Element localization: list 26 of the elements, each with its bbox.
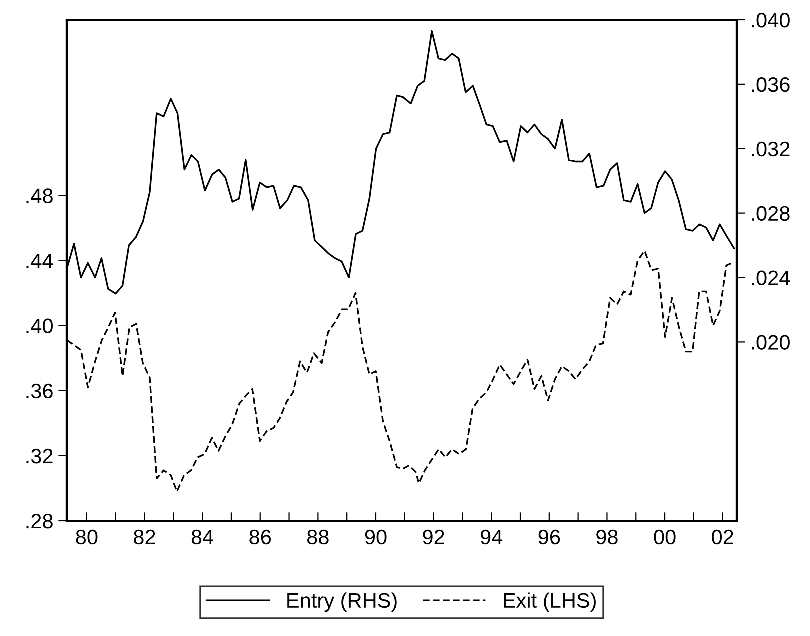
- x-tick-label: 82: [134, 530, 156, 545]
- x-tick-label: 80: [76, 530, 98, 545]
- y2-tick-label: .036: [752, 77, 790, 92]
- legend-label: Exit (LHS): [504, 592, 596, 612]
- x-tick-label: 90: [365, 530, 387, 545]
- y2-tick-label: .020: [752, 335, 790, 350]
- x-tick-label: 98: [596, 530, 618, 545]
- y-tick-label: .44: [26, 254, 54, 268]
- x-tick-label: 94: [480, 530, 503, 545]
- y-tick-label: .32: [26, 448, 53, 464]
- y2-tick-label: .032: [752, 142, 790, 157]
- x-tick-label: 88: [307, 530, 329, 545]
- x-tick-label: 86: [250, 530, 272, 545]
- x-tick-label: 02: [712, 530, 734, 545]
- x-tick-label: 00: [654, 530, 676, 545]
- y2-tick-label: .024: [752, 270, 790, 286]
- x-tick-label: 84: [192, 530, 214, 545]
- y-tick-label: .28: [26, 514, 53, 529]
- x-tick-label: 96: [538, 530, 560, 545]
- y-tick-label: .40: [26, 318, 53, 334]
- y2-tick-label: .040: [752, 13, 790, 28]
- x-tick-label: 92: [423, 530, 444, 545]
- y-tick-label: .36: [26, 384, 53, 399]
- y-tick-label: .48: [26, 188, 53, 204]
- y2-tick-label: .028: [752, 206, 790, 222]
- legend-label: Entry (RHS): [288, 592, 397, 612]
